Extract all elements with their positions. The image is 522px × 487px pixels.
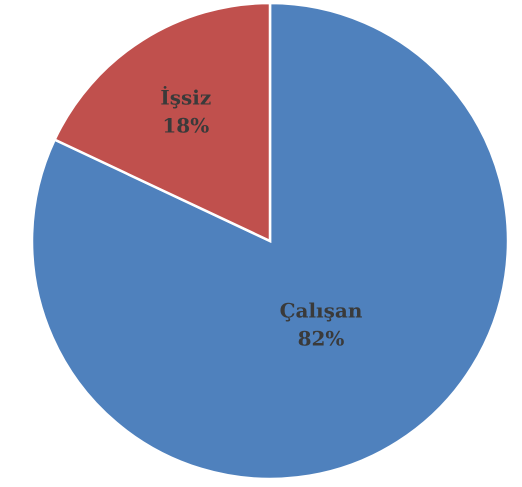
slice-value-label: 18%: [162, 113, 209, 137]
slice-value-label: 82%: [298, 326, 345, 350]
slice-name-label: İşsiz: [160, 85, 211, 109]
slice-name-label: Çalışan: [280, 298, 363, 322]
slices-layer: [32, 3, 508, 479]
